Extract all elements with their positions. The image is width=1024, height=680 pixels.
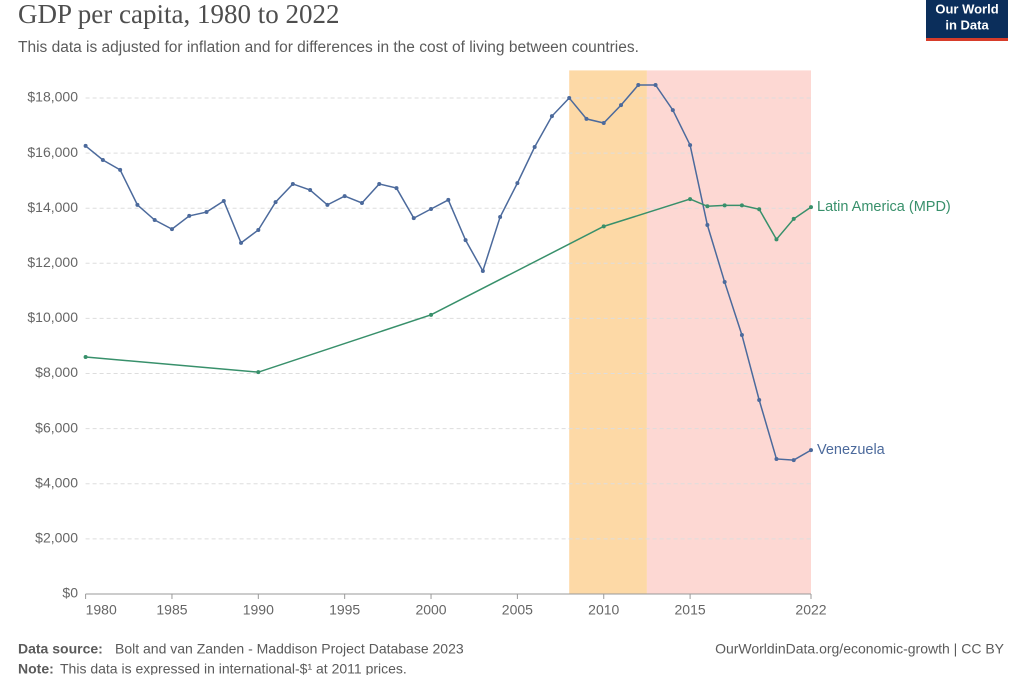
data-point	[688, 197, 693, 202]
y-tick-label: $4,000	[35, 474, 78, 490]
data-point	[377, 181, 382, 186]
data-point	[204, 210, 209, 215]
data-point	[100, 157, 105, 162]
data-point	[757, 397, 762, 402]
data-point	[791, 458, 796, 463]
data-point	[549, 114, 554, 119]
logo-text: in Data	[945, 17, 989, 32]
source-link[interactable]: OurWorldinData.org/economic-growth | CC …	[715, 641, 1005, 657]
data-point	[290, 181, 295, 186]
highlight-band	[569, 70, 647, 594]
data-point	[83, 355, 88, 360]
data-point	[809, 205, 813, 210]
note: This data is expressed in international-…	[60, 661, 407, 675]
data-point	[688, 143, 693, 148]
data-point	[532, 145, 537, 150]
x-tick-label: 2000	[415, 602, 446, 618]
data-point	[619, 103, 624, 108]
y-tick-label: $2,000	[35, 530, 78, 546]
y-tick-label: $8,000	[35, 364, 78, 380]
x-tick-label: 2010	[588, 602, 619, 618]
data-point	[325, 202, 330, 207]
data-point	[791, 216, 796, 221]
data-point	[705, 204, 710, 209]
data-point	[498, 215, 503, 220]
data-point	[480, 269, 485, 274]
data-point	[169, 227, 174, 232]
y-tick-label: $12,000	[27, 254, 78, 270]
logo-box	[926, 0, 1008, 38]
data-point	[256, 227, 261, 232]
logo-underline	[926, 38, 1008, 41]
series-label: Latin America (MPD)	[817, 199, 951, 215]
data-point	[722, 203, 727, 208]
y-tick-label: $10,000	[27, 309, 78, 325]
data-point	[83, 143, 88, 148]
data-point	[446, 197, 451, 202]
y-tick-label: $0	[62, 585, 78, 601]
data-point	[774, 456, 779, 461]
y-tick-label: $14,000	[27, 199, 78, 215]
data-point	[221, 199, 226, 204]
chart-subtitle: This data is adjusted for inflation and …	[18, 39, 639, 56]
x-tick-label: 2005	[502, 602, 533, 618]
source-label: Data source:	[18, 641, 103, 657]
data-point	[342, 194, 347, 199]
data-point	[429, 207, 434, 212]
data-point	[187, 213, 192, 218]
data-point	[705, 222, 710, 227]
data-point	[774, 237, 779, 242]
data-point	[601, 121, 606, 126]
data-point	[308, 188, 313, 193]
y-tick-label: $16,000	[27, 144, 78, 160]
data-point	[152, 218, 157, 223]
note-label: Note:	[18, 661, 54, 675]
highlight-band	[646, 70, 811, 594]
y-tick-label: $18,000	[27, 89, 78, 105]
data-point	[584, 116, 589, 121]
data-point	[722, 280, 727, 285]
logo[interactable]: Our World in Data	[926, 0, 1008, 41]
data-point	[809, 448, 813, 453]
chart-title: GDP per capita, 1980 to 2022	[18, 0, 339, 29]
data-point	[135, 202, 140, 207]
data-point	[273, 200, 278, 205]
series-line	[85, 198, 812, 373]
logo-text: Our World	[935, 1, 998, 16]
series-label: Venezuela	[817, 442, 886, 458]
source: Bolt and van Zanden - Maddison Project D…	[115, 641, 464, 657]
data-point	[118, 167, 123, 172]
x-tick-label: 1990	[243, 602, 274, 618]
x-tick-label: 2015	[675, 602, 706, 618]
x-tick-label: 1985	[156, 602, 187, 618]
x-tick-label: 1995	[329, 602, 360, 618]
data-point	[670, 108, 675, 113]
data-point	[463, 238, 468, 243]
y-tick-label: $6,000	[35, 419, 78, 435]
data-point	[515, 181, 520, 186]
data-point	[394, 186, 399, 191]
data-point	[653, 83, 658, 88]
data-point	[757, 207, 762, 212]
data-point	[567, 95, 572, 100]
data-point	[359, 200, 364, 205]
x-tick-label: 2022	[795, 602, 826, 618]
data-point	[411, 216, 416, 221]
data-point	[739, 332, 744, 337]
data-point	[636, 83, 641, 88]
data-point	[601, 224, 606, 229]
data-point	[239, 240, 244, 245]
data-point	[739, 203, 744, 208]
data-point	[256, 370, 261, 375]
data-point	[429, 312, 434, 317]
x-tick-label: 1980	[86, 602, 117, 618]
